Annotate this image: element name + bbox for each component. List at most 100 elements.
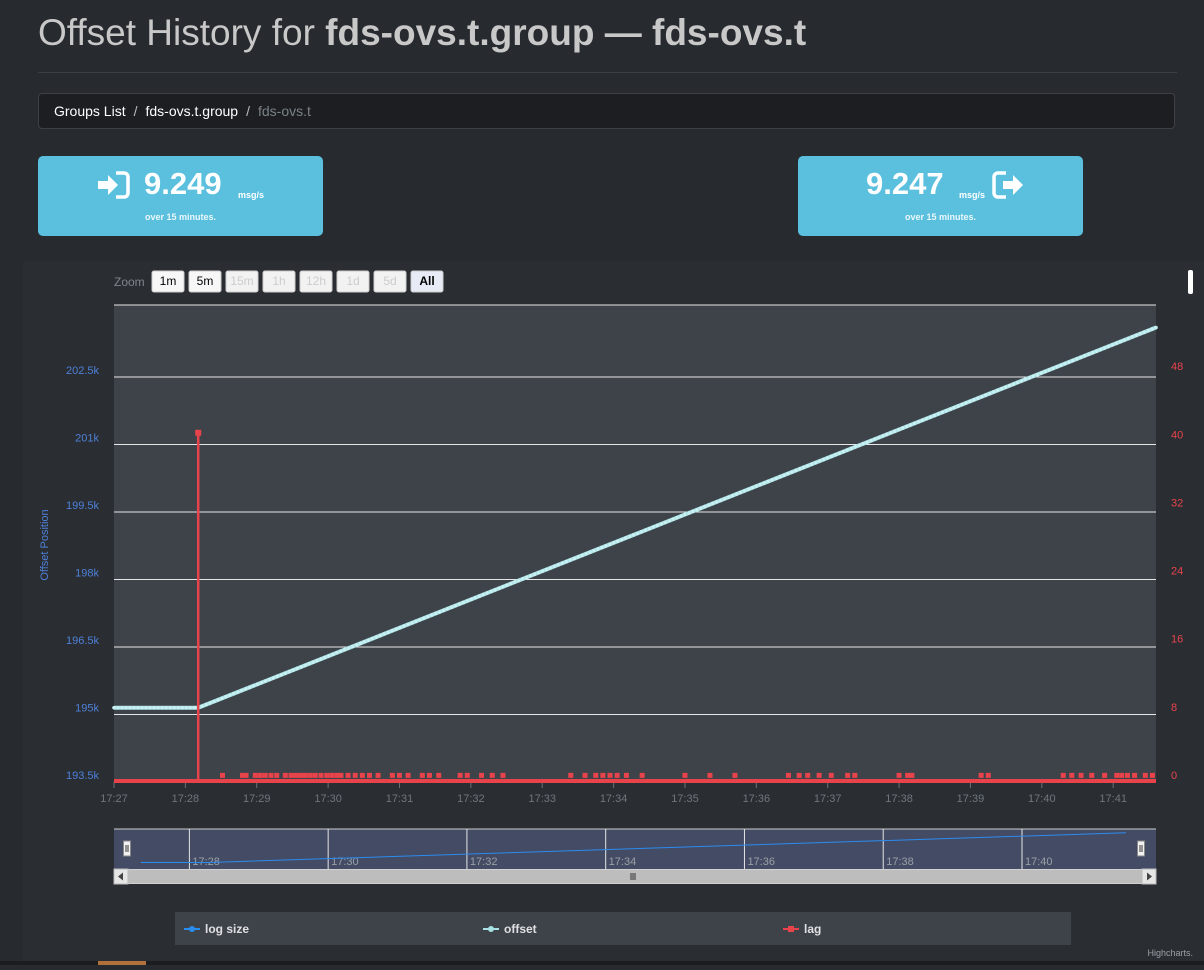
lag-point bbox=[288, 772, 294, 778]
offset-point bbox=[1150, 327, 1154, 331]
offset-point bbox=[710, 501, 715, 506]
lag-point bbox=[1132, 772, 1138, 778]
zoom-button-1h: 1h bbox=[262, 270, 296, 293]
offset-point bbox=[1051, 366, 1055, 371]
offset-point bbox=[263, 679, 268, 683]
offset-point bbox=[184, 705, 188, 710]
offset-point bbox=[703, 504, 707, 509]
offset-point bbox=[809, 462, 814, 467]
lag-point bbox=[500, 772, 506, 778]
arrow-right-icon bbox=[1147, 872, 1152, 881]
zoom-button-1m[interactable]: 1m bbox=[151, 270, 185, 293]
offset-point bbox=[112, 705, 116, 710]
offset-point bbox=[1110, 342, 1115, 347]
offset-point bbox=[750, 485, 755, 490]
offset-point bbox=[267, 677, 272, 682]
lag-point bbox=[593, 772, 599, 778]
offset-point bbox=[291, 668, 296, 672]
legend-item-offset[interactable]: offset bbox=[483, 922, 537, 936]
offset-point bbox=[845, 448, 850, 452]
x-axis-tick-label: 17:39 bbox=[957, 793, 985, 805]
offset-point bbox=[235, 690, 240, 694]
produce-rate-unit: msg/s bbox=[959, 190, 986, 200]
offset-point bbox=[425, 614, 430, 619]
offset-point bbox=[247, 685, 252, 690]
offset-point bbox=[164, 705, 168, 710]
zoom-button-label: 5m bbox=[197, 274, 214, 288]
lag-point bbox=[785, 772, 791, 778]
lag-point bbox=[419, 772, 425, 778]
offset-point bbox=[849, 446, 854, 451]
lag-point bbox=[426, 772, 432, 778]
offset-point bbox=[239, 688, 244, 693]
zoom-label: Zoom bbox=[114, 275, 145, 289]
offset-point bbox=[944, 408, 949, 413]
lag-point bbox=[312, 772, 318, 778]
offset-point bbox=[544, 567, 549, 572]
offset-point bbox=[315, 658, 319, 663]
offset-point bbox=[754, 484, 759, 488]
sign-in-icon bbox=[98, 171, 130, 199]
offset-point bbox=[461, 600, 466, 605]
lag-point bbox=[1119, 772, 1125, 778]
offset-point bbox=[1019, 379, 1024, 383]
offset-point bbox=[516, 578, 521, 583]
offset-point bbox=[623, 536, 628, 540]
offset-point bbox=[1106, 344, 1111, 349]
zoom-button-all[interactable]: All bbox=[410, 270, 444, 293]
breadcrumb-group[interactable]: fds-ovs.t.group bbox=[145, 103, 239, 119]
lag-point bbox=[489, 772, 495, 778]
offset-point bbox=[493, 588, 497, 592]
left-axis-title: Offset Position bbox=[39, 509, 51, 580]
lag-point bbox=[274, 772, 280, 778]
offset-point bbox=[382, 632, 387, 636]
offset-point bbox=[390, 628, 394, 633]
lag-point bbox=[1069, 772, 1075, 778]
offset-point bbox=[188, 705, 192, 710]
offset-point bbox=[861, 441, 865, 446]
offset-point bbox=[243, 687, 248, 691]
produce-rate-period: over 15 minutes. bbox=[904, 212, 977, 222]
offset-point bbox=[797, 467, 802, 471]
offset-point bbox=[778, 474, 782, 479]
navigator-right-handle[interactable] bbox=[1137, 840, 1145, 857]
lag-point bbox=[896, 772, 902, 778]
offset-point bbox=[924, 416, 929, 421]
page-scrollbar-thumb[interactable] bbox=[1188, 270, 1193, 294]
zoom-button-5m[interactable]: 5m bbox=[188, 270, 222, 293]
offset-point bbox=[659, 522, 664, 526]
lag-point bbox=[302, 772, 308, 778]
offset-point bbox=[1102, 346, 1107, 350]
offset-point bbox=[311, 660, 315, 664]
offset-point bbox=[722, 496, 727, 501]
offset-point bbox=[604, 544, 608, 548]
offset-point bbox=[786, 471, 790, 476]
offset-point bbox=[418, 617, 422, 622]
offset-point bbox=[394, 627, 398, 631]
right-axis-tick-label: 40 bbox=[1171, 429, 1183, 441]
offset-point bbox=[556, 562, 561, 567]
legend-item-lag[interactable]: lag bbox=[783, 922, 821, 936]
offset-point bbox=[1007, 383, 1012, 388]
offset-point bbox=[228, 693, 232, 697]
offset-point bbox=[706, 503, 711, 507]
lag-point bbox=[582, 772, 588, 778]
navigator-left-handle[interactable] bbox=[123, 840, 131, 857]
left-axis-tick-label: 193.5k bbox=[66, 770, 100, 782]
offset-point bbox=[520, 577, 525, 581]
lag-point bbox=[909, 772, 915, 778]
lag-point bbox=[389, 772, 395, 778]
lag-point bbox=[796, 772, 802, 778]
navigator-log-size-line bbox=[140, 832, 1127, 863]
offset-point bbox=[564, 559, 569, 564]
offset-point bbox=[908, 423, 913, 427]
lag-point bbox=[1089, 772, 1095, 778]
consume-rate-period: over 15 minutes. bbox=[144, 212, 217, 222]
arrow-left-icon bbox=[118, 872, 123, 881]
legend-item-log-size[interactable]: log size bbox=[184, 922, 249, 936]
breadcrumb-groups-list[interactable]: Groups List bbox=[54, 103, 126, 119]
offset-point bbox=[568, 558, 573, 562]
offset-point bbox=[805, 463, 810, 468]
offset-point bbox=[497, 586, 501, 591]
highcharts-credit[interactable]: Highcharts. bbox=[1147, 948, 1193, 958]
